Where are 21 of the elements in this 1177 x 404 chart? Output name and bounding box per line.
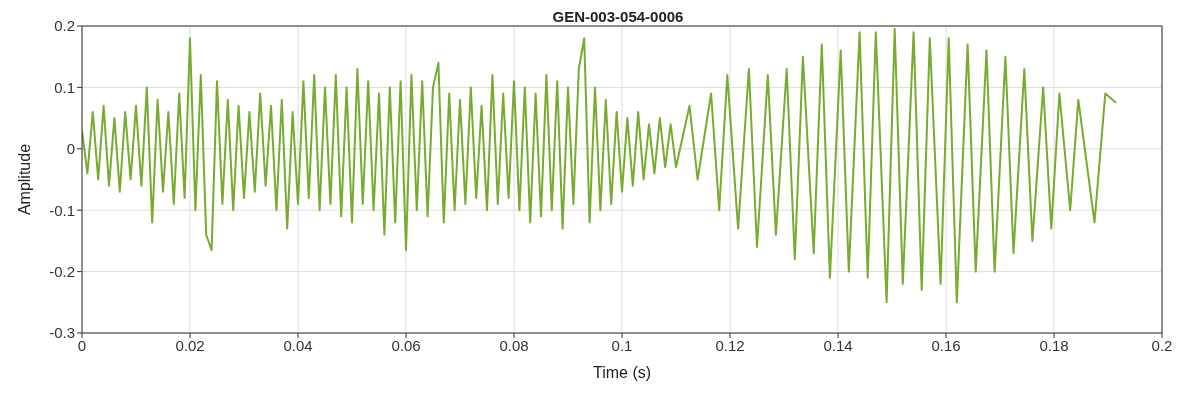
y-tick-label: 0.2 — [54, 17, 75, 35]
x-tick-label: 0.12 — [715, 336, 745, 354]
x-tick-label: 0.14 — [823, 336, 853, 354]
x-tick-label: 0.1 — [611, 336, 633, 354]
y-tick-label: 0.1 — [54, 78, 75, 96]
y-tick-label: -0.2 — [49, 262, 75, 280]
chart-title: GEN-003-054-0006 — [552, 8, 684, 25]
x-tick-label: 0.04 — [283, 336, 313, 354]
x-tick-label: 0 — [77, 336, 87, 354]
y-axis-title: Amplitude — [15, 143, 33, 216]
line-series — [82, 28, 1118, 304]
x-tick-label: 0.16 — [931, 336, 961, 354]
y-tick-label: -0.1 — [49, 201, 75, 219]
x-tick-label: 0.2 — [1151, 336, 1173, 354]
x-tick-label: 0.02 — [175, 336, 205, 354]
x-tick-label: 0.08 — [499, 336, 529, 354]
y-tick-label: 0 — [66, 140, 75, 158]
x-tick-label: 0.06 — [391, 336, 421, 354]
x-tick-label: 0.18 — [1039, 336, 1069, 354]
x-axis-title: Time (s) — [592, 364, 652, 381]
y-tick-label: -0.3 — [49, 324, 75, 342]
